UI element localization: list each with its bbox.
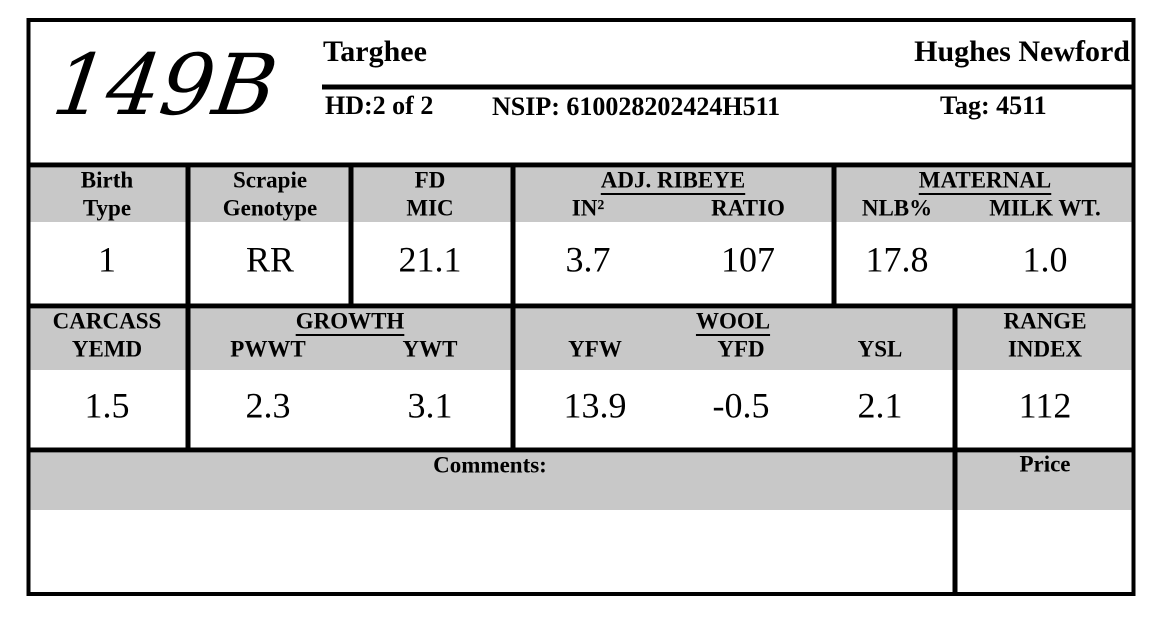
column-label: YFW (568, 336, 622, 361)
column-label: RATIO (711, 195, 785, 220)
column-label: IN² (572, 195, 605, 220)
value: 1 (98, 239, 116, 279)
column-label: YWT (403, 336, 458, 361)
column-label: YFD (717, 336, 764, 361)
value: RR (246, 239, 294, 279)
band (30, 309, 1132, 370)
column-label: CARCASS (53, 308, 162, 333)
value: 2.1 (858, 385, 903, 425)
hd: HD:2 of 2 (325, 91, 433, 120)
value: 1.5 (85, 385, 130, 425)
value: 2.3 (246, 385, 291, 425)
group-label: GROWTH (296, 308, 405, 333)
value: 17.8 (866, 239, 929, 279)
column-label: PWWT (230, 336, 305, 361)
column-label: RANGE (1003, 308, 1086, 333)
nsip: NSIP: 610028202424H511 (492, 92, 780, 121)
comments-label: Comments: (433, 452, 547, 477)
column-label: YSL (858, 336, 903, 361)
group-label: MATERNAL (919, 167, 1051, 192)
group-label: WOOL (696, 308, 770, 333)
column-label: MILK WT. (989, 195, 1101, 220)
rules (26, 18, 1136, 596)
value: 21.1 (399, 239, 462, 279)
band (30, 453, 1132, 510)
value: 13.9 (564, 385, 627, 425)
value: 112 (1019, 385, 1072, 425)
column-label: Genotype (223, 195, 318, 220)
value: 107 (721, 239, 775, 279)
column-label: Scrapie (233, 167, 307, 192)
value: 3.7 (566, 239, 611, 279)
tag: Tag: 4511 (940, 91, 1047, 120)
column-label: YEMD (72, 336, 142, 361)
column-label: Type (83, 195, 131, 220)
column-label: NLB% (862, 195, 932, 220)
breed: Targhee (323, 35, 427, 68)
price-label: Price (1019, 451, 1070, 476)
column-label: INDEX (1008, 336, 1083, 361)
owner: Hughes Newford (914, 35, 1130, 68)
column-label: Birth (81, 167, 134, 192)
value: 1.0 (1023, 239, 1068, 279)
value: -0.5 (713, 385, 770, 425)
value: 3.1 (408, 385, 453, 425)
column-label: MIC (406, 195, 453, 220)
column-label: FD (415, 167, 446, 192)
group-label: ADJ. RIBEYE (601, 167, 745, 192)
sheep-id: 149B (47, 36, 283, 134)
